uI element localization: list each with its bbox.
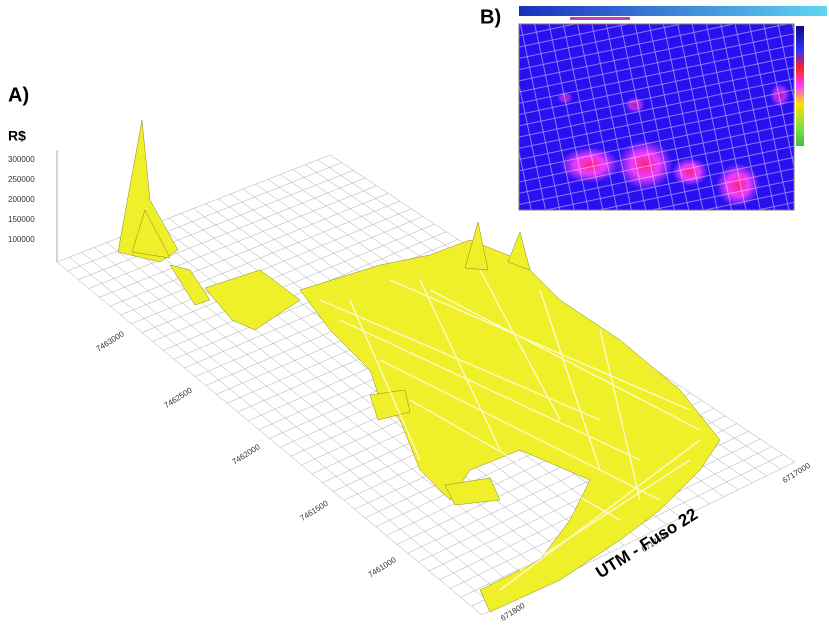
- z-tick-label: 250000: [8, 175, 35, 184]
- panel-label: A): [8, 84, 29, 106]
- title-bar: [519, 6, 827, 16]
- street-grid: [500, 0, 829, 230]
- panel-label: B): [480, 6, 501, 28]
- left-tick-label: 7462000: [230, 442, 262, 466]
- z-tick-label: 200000: [8, 195, 35, 204]
- left-tick-label: 7463000: [94, 329, 126, 353]
- color-bar: [796, 26, 804, 146]
- z-tick-label: 300000: [8, 155, 35, 164]
- right-tick-label: 6717000: [781, 461, 813, 485]
- z-tick-label: 150000: [8, 215, 35, 224]
- left-tick-label: 7461500: [298, 499, 330, 523]
- z-tick-label: 100000: [8, 235, 35, 244]
- left-tick-label: 7461000: [366, 555, 398, 579]
- map-title: [570, 17, 630, 20]
- z-axis-title: R$: [8, 128, 26, 144]
- figure: A) R$ 300000 250000 200000 150000 100000 746…: [0, 0, 829, 627]
- left-tick-label: 7462500: [162, 386, 194, 410]
- panel-b: B): [480, 0, 829, 230]
